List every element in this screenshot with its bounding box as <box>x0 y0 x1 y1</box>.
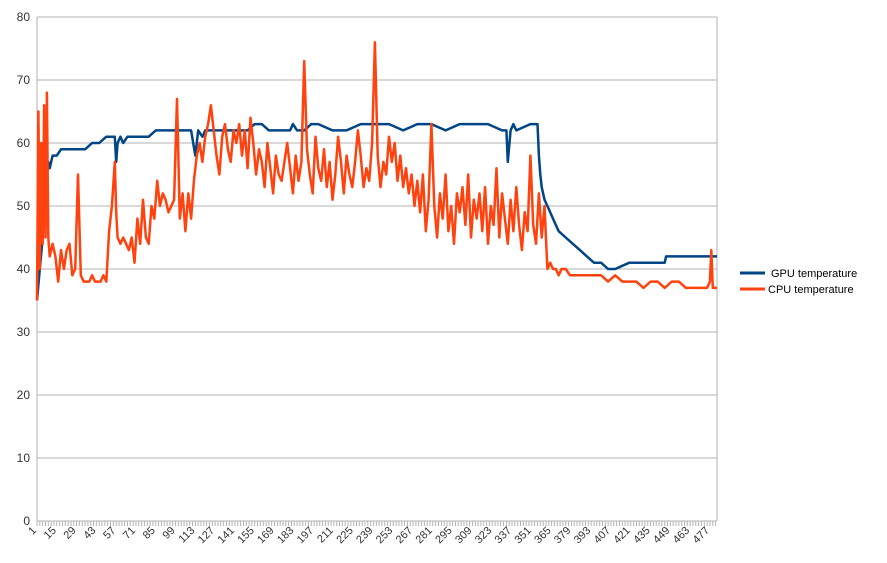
x-tick-label: 71 <box>121 525 138 542</box>
x-tick-label: 127 <box>196 525 217 546</box>
x-tick-label: 253 <box>374 525 395 546</box>
x-tick-label: 267 <box>394 525 415 546</box>
x-tick-label: 309 <box>453 525 474 546</box>
x-tick-label: 323 <box>473 525 494 546</box>
x-tick-label: 393 <box>572 525 593 546</box>
y-tick-label: 80 <box>17 10 31 24</box>
x-tick-label: 155 <box>235 525 256 546</box>
x-tick-label: 365 <box>532 525 553 546</box>
x-tick-label: 435 <box>631 525 652 546</box>
y-tick-label: 10 <box>17 451 31 465</box>
x-tick-label: 351 <box>512 525 533 546</box>
x-tick-label: 29 <box>62 525 79 542</box>
x-tick-label: 225 <box>334 525 355 546</box>
x-tick-label: 197 <box>295 525 316 546</box>
legend-label-cpu: CPU temperature <box>768 284 854 296</box>
x-tick-label: 407 <box>592 525 613 546</box>
series-lines <box>35 40 717 301</box>
x-tick-label: 337 <box>493 525 514 546</box>
series-line-gpu-temperature <box>35 122 717 301</box>
x-tick-label: 141 <box>216 525 237 546</box>
y-tick-label: 70 <box>17 73 31 87</box>
y-tick-label: 50 <box>17 199 31 213</box>
y-tick-label: 60 <box>17 136 31 150</box>
y-tick-label: 20 <box>17 388 31 402</box>
x-tick-label: 379 <box>552 525 573 546</box>
legend: GPU temperature CPU temperature <box>740 268 857 296</box>
x-tick-label: 43 <box>81 525 98 542</box>
x-tick-label: 99 <box>161 525 178 542</box>
x-tick-label: 85 <box>141 525 158 542</box>
x-tick-label: 239 <box>354 525 375 546</box>
x-tick-label: 421 <box>611 525 632 546</box>
x-tick-label: 57 <box>101 525 118 542</box>
x-tick-label: 211 <box>315 525 336 546</box>
y-tick-label: 0 <box>23 514 30 528</box>
x-tick-label: 463 <box>671 525 692 546</box>
x-tick-label: 113 <box>177 525 198 546</box>
y-axis-ticks: 0 10 20 30 40 50 60 70 80 <box>17 10 31 528</box>
x-tick-label: 295 <box>433 525 454 546</box>
x-tick-label: 169 <box>255 525 276 546</box>
x-axis-ticks: 1 15 29 43 57 71 85 991131271411551691831972112… <box>26 521 717 546</box>
y-tick-label: 40 <box>17 262 31 276</box>
x-tick-label: 281 <box>413 525 434 546</box>
x-tick-label: 15 <box>42 525 59 542</box>
x-tick-label: 477 <box>691 525 712 546</box>
x-tick-label: 183 <box>275 525 296 546</box>
y-tick-label: 30 <box>17 325 31 339</box>
legend-label-gpu: GPU temperature <box>771 268 857 280</box>
series-line-cpu-temperature <box>35 40 717 301</box>
x-tick-label: 449 <box>651 525 672 546</box>
x-tick-label: 1 <box>26 525 39 538</box>
